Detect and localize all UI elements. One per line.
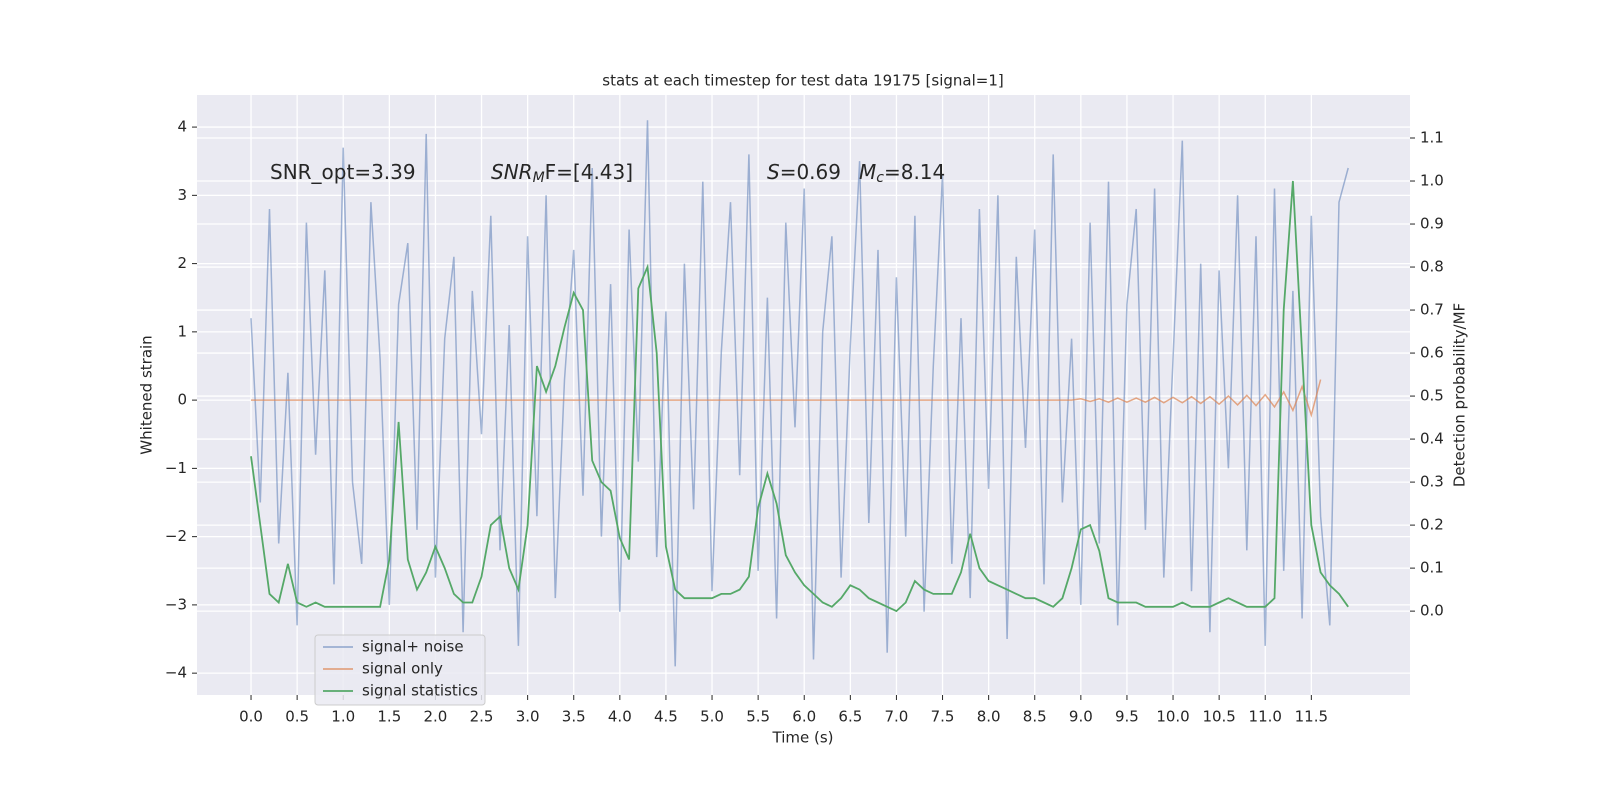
x-tick-label: 4.5 <box>654 708 678 726</box>
legend-label: signal only <box>362 660 443 678</box>
x-axis-label: Time (s) <box>772 729 834 747</box>
annotation: SNR_opt=3.39 <box>270 160 416 184</box>
x-tick-label: 11.0 <box>1249 708 1282 726</box>
annotation: SNRMF=[4.43] <box>491 160 633 187</box>
y-axis-label: Whitened strain <box>138 335 156 454</box>
x-tick-label: 5.0 <box>700 708 724 726</box>
y2-tick-label: 0.3 <box>1420 473 1444 491</box>
y-tick-label: 1 <box>177 322 187 340</box>
annotation-part: SNR <box>491 160 533 184</box>
y2-tick-label: 1.0 <box>1420 172 1444 190</box>
x-tick-label: 2.0 <box>424 708 448 726</box>
x-tick-label: 1.0 <box>331 708 355 726</box>
x-tick-label: 0.5 <box>285 708 309 726</box>
x-tick-label: 9.5 <box>1115 708 1139 726</box>
series-line <box>251 379 1322 418</box>
y-tick-label: 3 <box>177 186 187 204</box>
legend-label: signal statistics <box>362 682 478 700</box>
y2-tick-label: 0.2 <box>1420 516 1444 534</box>
y2-tick-label: 0.9 <box>1420 215 1444 233</box>
x-tick-label: 11.5 <box>1295 708 1328 726</box>
annotation: Mc=8.14 <box>859 160 945 187</box>
annotation-part: =8.14 <box>884 160 945 184</box>
y-tick-label: −4 <box>165 664 187 682</box>
y2-tick-label: 0.6 <box>1420 344 1444 362</box>
y-tick-label: −2 <box>165 527 187 545</box>
x-tick-label: 8.0 <box>977 708 1001 726</box>
legend-label: signal+ noise <box>362 638 464 656</box>
annotation-part: S <box>767 160 780 184</box>
y2-tick-label: 0.7 <box>1420 301 1444 319</box>
series-line <box>250 120 1349 667</box>
x-tick-label: 2.5 <box>470 708 494 726</box>
y2-axis-label: Detection probability/MF <box>1451 303 1469 487</box>
x-tick-label: 0.0 <box>239 708 263 726</box>
x-tick-label: 4.0 <box>608 708 632 726</box>
annotation-part: M <box>859 160 876 184</box>
lines <box>250 120 1349 667</box>
x-tick-label: 10.0 <box>1156 708 1189 726</box>
annotation-part: M <box>533 170 545 186</box>
labels: 0.0 0.5 1.0 1.5 2.0 2.5 3.0 3.5 4.0 4.5 5.0 5.5 6.0 6… <box>165 118 1444 726</box>
chart-title: stats at each timestep for test data 191… <box>602 72 1003 90</box>
x-tick-label: 5.5 <box>746 708 770 726</box>
x-tick-label: 1.5 <box>377 708 401 726</box>
y2-tick-label: 0.8 <box>1420 258 1444 276</box>
annotation-part: =0.69 <box>780 160 841 184</box>
annotation-part: F=[4.43] <box>545 160 633 184</box>
x-tick-label: 7.5 <box>931 708 955 726</box>
legend: signal+ noise signal only signal statistic… <box>314 634 486 706</box>
y2-tick-label: 1.1 <box>1420 129 1444 147</box>
x-tick-label: 8.5 <box>1023 708 1047 726</box>
series-line <box>250 180 1349 613</box>
annotation-part: SNR_opt=3.39 <box>270 160 416 184</box>
annotation-part: c <box>876 170 884 186</box>
x-tick-label: 7.0 <box>885 708 909 726</box>
y2-tick-label: 0.4 <box>1420 430 1444 448</box>
y2-tick-label: 0.1 <box>1420 559 1444 577</box>
x-tick-label: 9.0 <box>1069 708 1093 726</box>
legend-frame <box>314 634 486 706</box>
y2-tick-label: 0.5 <box>1420 387 1444 405</box>
annotation: S=0.69 <box>767 160 841 184</box>
x-tick-label: 3.0 <box>516 708 540 726</box>
x-tick-label: 10.5 <box>1202 708 1235 726</box>
x-tick-label: 6.0 <box>792 708 816 726</box>
y-tick-label: −1 <box>165 459 187 477</box>
x-tick-label: 3.5 <box>562 708 586 726</box>
y-tick-label: 2 <box>177 254 187 272</box>
y2-tick-label: 0.0 <box>1420 602 1444 620</box>
x-tick-label: 6.5 <box>838 708 862 726</box>
y-tick-label: −3 <box>165 595 187 613</box>
y-tick-label: 4 <box>177 118 187 136</box>
y-tick-label: 0 <box>177 391 187 409</box>
